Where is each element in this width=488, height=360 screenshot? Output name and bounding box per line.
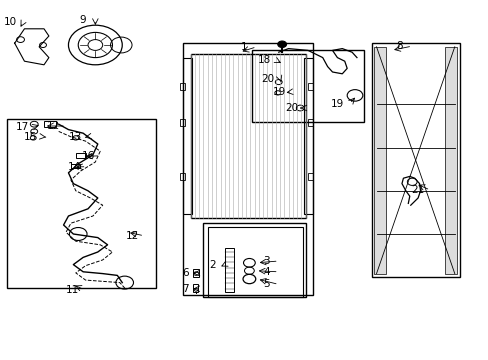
Bar (444, 47, 456, 274)
Text: 1: 1 (241, 42, 247, 52)
Text: 20: 20 (261, 74, 274, 84)
Bar (193, 269, 199, 277)
Text: 18: 18 (257, 55, 270, 66)
Text: 11: 11 (65, 285, 79, 295)
Text: 13: 13 (69, 132, 82, 142)
Bar (193, 284, 198, 292)
Text: 21: 21 (410, 185, 424, 195)
Bar (183, 43, 312, 295)
Bar (76, 153, 85, 158)
Bar (304, 58, 312, 214)
Bar (224, 248, 233, 292)
Text: 2: 2 (209, 260, 216, 270)
Text: 8: 8 (396, 41, 403, 51)
Bar (183, 58, 192, 214)
Text: 7: 7 (182, 284, 189, 294)
Circle shape (277, 41, 286, 48)
Text: 19: 19 (330, 99, 344, 109)
Text: 12: 12 (125, 231, 139, 241)
Bar (7, 119, 155, 288)
Bar (371, 43, 459, 277)
Text: 6: 6 (182, 268, 189, 278)
Text: 20: 20 (285, 103, 297, 113)
Bar (190, 54, 305, 218)
Text: 10: 10 (4, 17, 17, 27)
Text: 5: 5 (263, 279, 269, 289)
Text: 16: 16 (81, 151, 95, 161)
Bar (307, 173, 312, 180)
Text: 19: 19 (272, 87, 286, 97)
Text: 4: 4 (263, 267, 269, 277)
Bar (180, 119, 184, 126)
Text: 15: 15 (24, 132, 38, 142)
Text: 9: 9 (80, 15, 86, 25)
Bar (44, 121, 56, 127)
Bar (373, 47, 386, 274)
Bar (251, 50, 364, 122)
Bar (203, 223, 305, 297)
Bar (307, 119, 312, 126)
Bar (207, 227, 303, 297)
Text: 12: 12 (47, 121, 61, 131)
Text: 3: 3 (263, 256, 269, 266)
Bar (180, 173, 184, 180)
Bar (307, 83, 312, 90)
Bar (180, 83, 184, 90)
Bar (71, 164, 80, 168)
Text: 17: 17 (15, 122, 29, 132)
Text: 14: 14 (67, 162, 81, 172)
